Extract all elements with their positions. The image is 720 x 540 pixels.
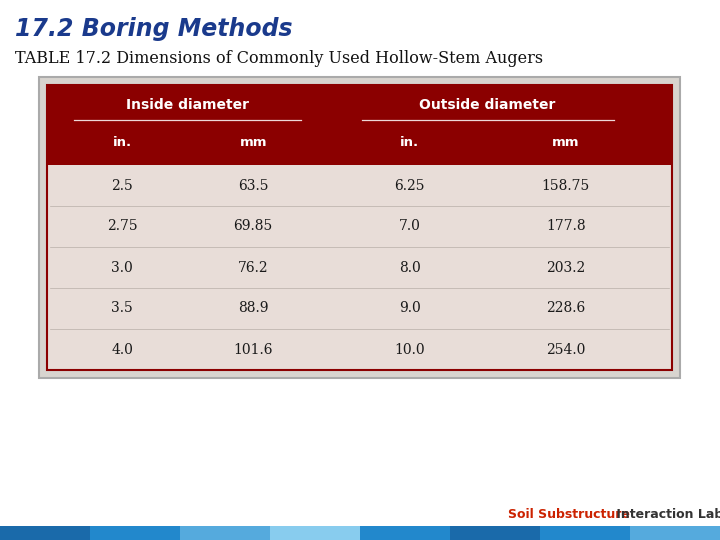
FancyBboxPatch shape [47, 85, 672, 370]
Bar [360, 526, 450, 540]
Text: mm: mm [552, 137, 580, 150]
Text: 7.0: 7.0 [399, 219, 420, 233]
Text: 101.6: 101.6 [233, 342, 273, 356]
Text: 69.85: 69.85 [233, 219, 273, 233]
Text: Interaction Lab.: Interaction Lab. [612, 509, 720, 522]
Bar [90, 526, 180, 540]
FancyBboxPatch shape [39, 77, 680, 378]
Text: 203.2: 203.2 [546, 260, 585, 274]
Text: 2.5: 2.5 [111, 179, 133, 192]
Text: Outside diameter: Outside diameter [420, 98, 556, 112]
Text: mm: mm [240, 137, 267, 150]
Text: 76.2: 76.2 [238, 260, 269, 274]
Text: TABLE 17.2 Dimensions of Commonly Used Hollow-Stem Augers: TABLE 17.2 Dimensions of Commonly Used H… [15, 50, 543, 67]
Text: 6.25: 6.25 [395, 179, 425, 192]
FancyBboxPatch shape [47, 85, 672, 165]
Text: 88.9: 88.9 [238, 301, 269, 315]
Bar [450, 526, 540, 540]
Text: 3.5: 3.5 [111, 301, 133, 315]
Text: 2.75: 2.75 [107, 219, 138, 233]
Text: Soil Substructure: Soil Substructure [508, 509, 630, 522]
Text: 9.0: 9.0 [399, 301, 420, 315]
Text: 10.0: 10.0 [394, 342, 425, 356]
Text: 158.75: 158.75 [541, 179, 590, 192]
Text: Inside diameter: Inside diameter [126, 98, 249, 112]
Text: 3.0: 3.0 [111, 260, 133, 274]
Text: 254.0: 254.0 [546, 342, 585, 356]
Text: 63.5: 63.5 [238, 179, 269, 192]
Text: in.: in. [112, 137, 132, 150]
Text: 8.0: 8.0 [399, 260, 420, 274]
Text: in.: in. [400, 137, 419, 150]
Text: 17.2 Boring Methods: 17.2 Boring Methods [15, 17, 292, 41]
Text: 228.6: 228.6 [546, 301, 585, 315]
Text: 4.0: 4.0 [111, 342, 133, 356]
Bar [540, 526, 630, 540]
Bar [0, 526, 90, 540]
Bar [270, 526, 360, 540]
Bar [630, 526, 720, 540]
Text: 177.8: 177.8 [546, 219, 585, 233]
Bar [180, 526, 270, 540]
